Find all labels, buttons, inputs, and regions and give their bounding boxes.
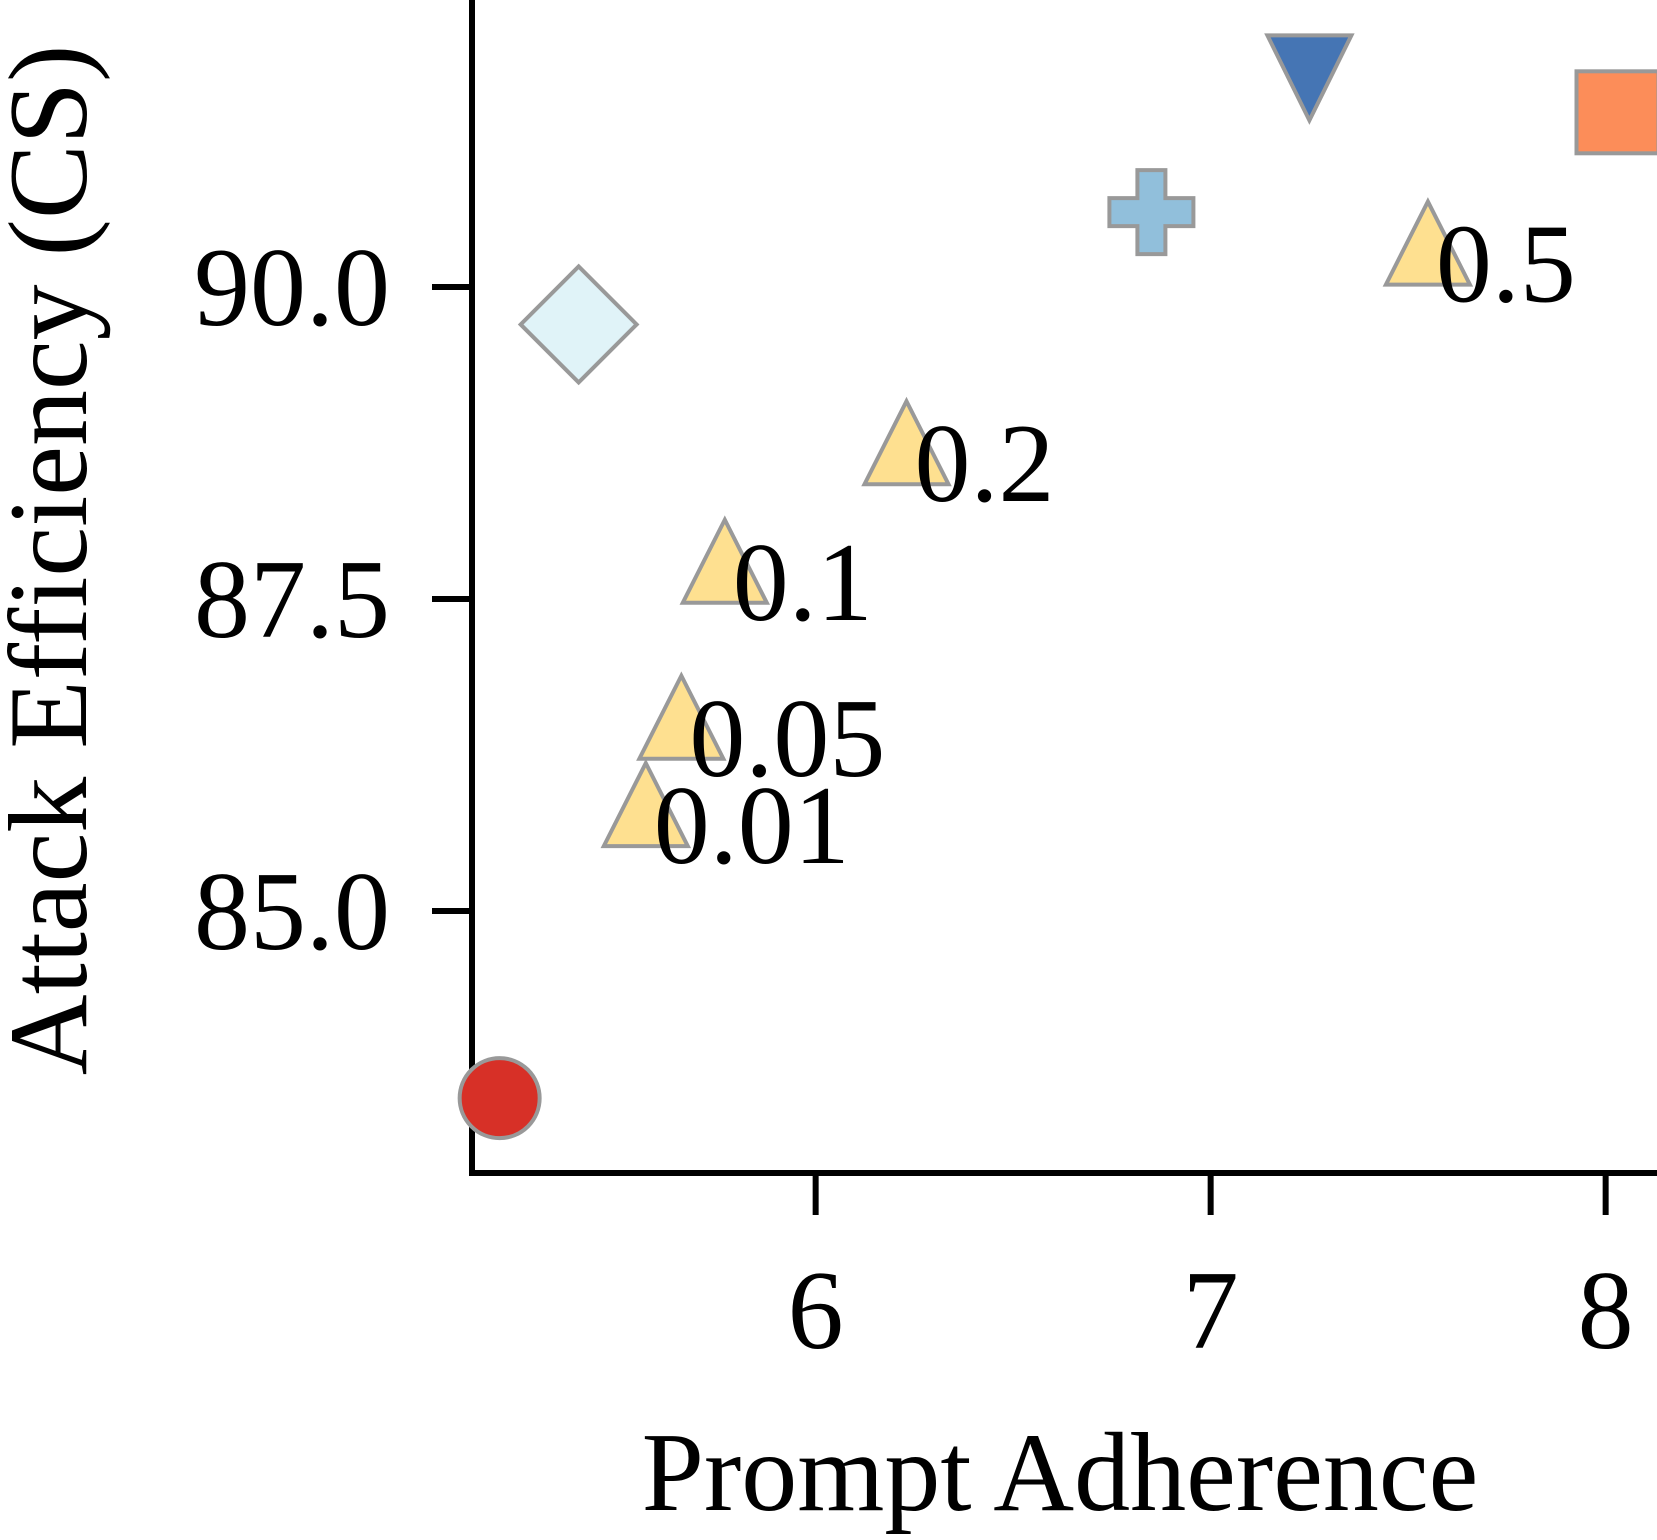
triangle-up-point	[861, 396, 952, 487]
point-label: 0.05	[689, 677, 885, 801]
y-tick-label: 85.0	[194, 850, 390, 974]
circle-point	[457, 1056, 542, 1141]
x-tick-label: 7	[1183, 1249, 1239, 1373]
point-label: 0.5	[1436, 203, 1576, 327]
triangle-down-point	[1264, 33, 1355, 125]
point-label: 0.1	[733, 521, 873, 645]
point-label: 0.2	[915, 402, 1055, 526]
x-tick-label: 6	[788, 1249, 844, 1373]
y-axis-title: Attack Efficiency (CS)	[0, 45, 111, 1075]
y-tick-label: 87.5	[194, 538, 390, 662]
diamond-point	[517, 263, 640, 386]
axes: 6 7 8 85.0 87.5 90.0	[194, 0, 1657, 1373]
triangle-up-point	[600, 758, 692, 849]
point-labels: 0.010.05 0.1 0.2 0.5	[654, 203, 1576, 889]
data-marks	[457, 33, 1657, 1141]
triangle-up-point	[679, 515, 771, 605]
x-axis-title: Prompt Adherence	[642, 1411, 1479, 1535]
point-label: 0.01	[654, 764, 850, 888]
triangle-up-point	[1382, 197, 1474, 287]
y-tick-label: 90.0	[194, 226, 390, 350]
x-tick-label: 8	[1578, 1249, 1634, 1373]
triangle-up-point	[636, 671, 727, 761]
plus-point	[1107, 168, 1196, 257]
square-point	[1574, 69, 1657, 156]
